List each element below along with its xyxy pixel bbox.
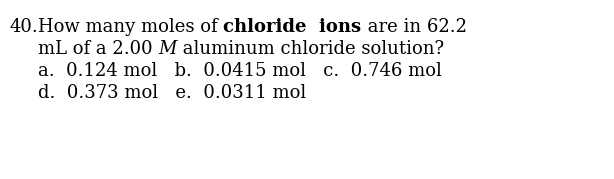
Text: mL of a 2.00: mL of a 2.00 <box>38 40 158 58</box>
Text: a.  0.124 mol   b.  0.0415 mol   c.  0.746 mol: a. 0.124 mol b. 0.0415 mol c. 0.746 mol <box>38 62 442 80</box>
Text: 40.: 40. <box>10 18 39 36</box>
Text: How many moles of: How many moles of <box>38 18 223 36</box>
Text: M: M <box>158 40 177 58</box>
Text: are in 62.2: are in 62.2 <box>362 18 467 36</box>
Text: d.  0.373 mol   e.  0.0311 mol: d. 0.373 mol e. 0.0311 mol <box>38 84 306 102</box>
Text: aluminum chloride solution?: aluminum chloride solution? <box>177 40 444 58</box>
Text: chloride  ions: chloride ions <box>223 18 362 36</box>
